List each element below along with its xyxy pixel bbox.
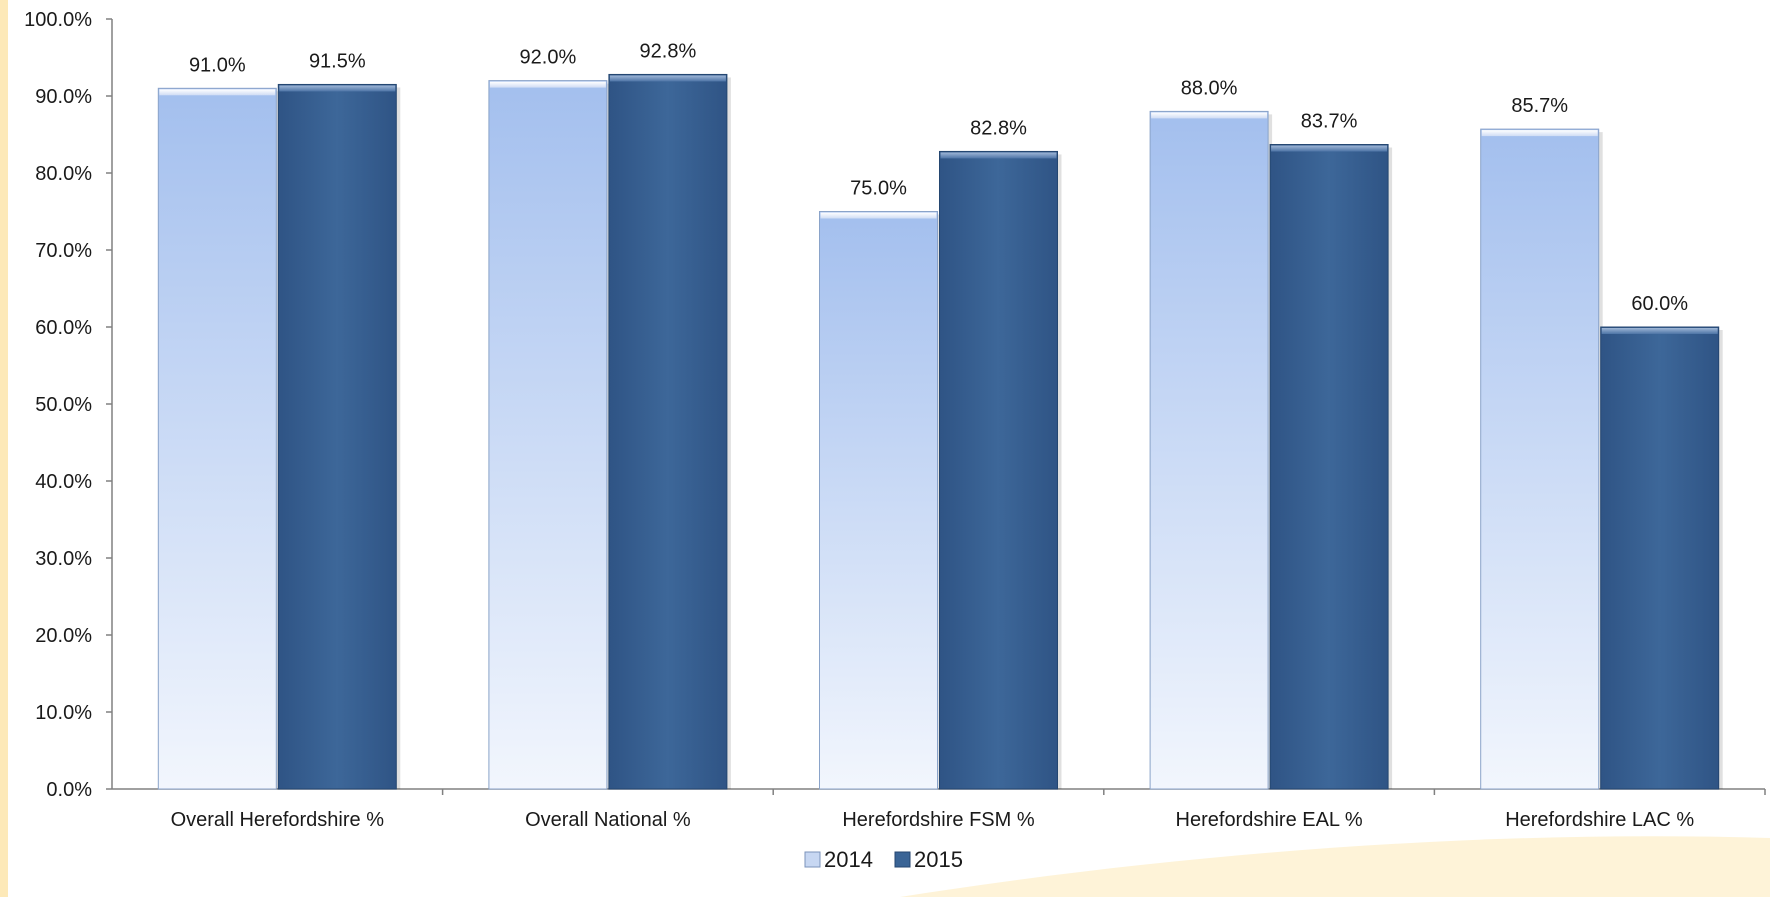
- bar-2015: [1600, 326, 1720, 790]
- bar-top-bevel: [1151, 112, 1268, 119]
- data-label: 83.7%: [1301, 111, 1358, 133]
- bar-2014: [157, 87, 277, 790]
- legend-label-2015: 2015: [914, 847, 963, 872]
- data-label: 82.8%: [970, 117, 1027, 139]
- y-tick-label: 90.0%: [35, 86, 92, 108]
- legend-swatch-2014: [804, 851, 821, 868]
- bar-top-bevel: [1271, 145, 1388, 152]
- y-tick-label: 0.0%: [46, 779, 92, 801]
- bar-top-bevel: [159, 89, 276, 96]
- data-label: 92.0%: [520, 47, 577, 69]
- x-tick-label: Overall Herefordshire %: [171, 809, 385, 831]
- bar-top-bevel: [279, 85, 396, 92]
- bar-2015: [608, 73, 728, 790]
- bar-2014: [488, 80, 608, 790]
- y-tick-label: 50.0%: [35, 394, 92, 416]
- data-label: 92.8%: [640, 40, 697, 62]
- y-tick-label: 40.0%: [35, 471, 92, 493]
- bar-2015: [939, 150, 1058, 790]
- x-tick-label: Herefordshire FSM %: [842, 809, 1034, 831]
- y-tick-label: 100.0%: [24, 9, 92, 31]
- left-accent-strip: [0, 0, 8, 897]
- bar-2014: [1480, 128, 1600, 790]
- bar-2014: [1149, 110, 1269, 790]
- x-tick-label: Overall National %: [525, 809, 691, 831]
- y-tick-label: 80.0%: [35, 163, 92, 185]
- bar-2014: [819, 211, 938, 790]
- bar-top-bevel: [489, 81, 606, 88]
- data-label: 91.5%: [309, 50, 366, 72]
- data-label: 85.7%: [1511, 95, 1568, 117]
- data-label: 88.0%: [1181, 77, 1238, 99]
- y-tick-label: 70.0%: [35, 240, 92, 262]
- y-tick-label: 60.0%: [35, 317, 92, 339]
- bar-2015: [1269, 144, 1389, 790]
- bar-top-bevel: [1601, 328, 1718, 334]
- y-tick-label: 30.0%: [35, 548, 92, 570]
- bar-2015: [277, 83, 397, 790]
- data-label: 60.0%: [1631, 293, 1688, 315]
- legend-swatch-2015: [894, 851, 911, 868]
- bar-top-bevel: [609, 75, 726, 82]
- bottom-accent-swoosh: [900, 836, 1770, 897]
- x-tick-label: Herefordshire EAL %: [1176, 809, 1363, 831]
- x-tick-label: Herefordshire LAC %: [1505, 809, 1694, 831]
- bar-top-bevel: [940, 152, 1057, 159]
- y-tick-label: 20.0%: [35, 625, 92, 647]
- data-label: 75.0%: [850, 178, 907, 200]
- data-label: 91.0%: [189, 54, 246, 76]
- legend-label-2014: 2014: [824, 847, 873, 872]
- bar-top-bevel: [1481, 130, 1598, 137]
- bar-top-bevel: [820, 212, 937, 219]
- y-tick-label: 10.0%: [35, 702, 92, 724]
